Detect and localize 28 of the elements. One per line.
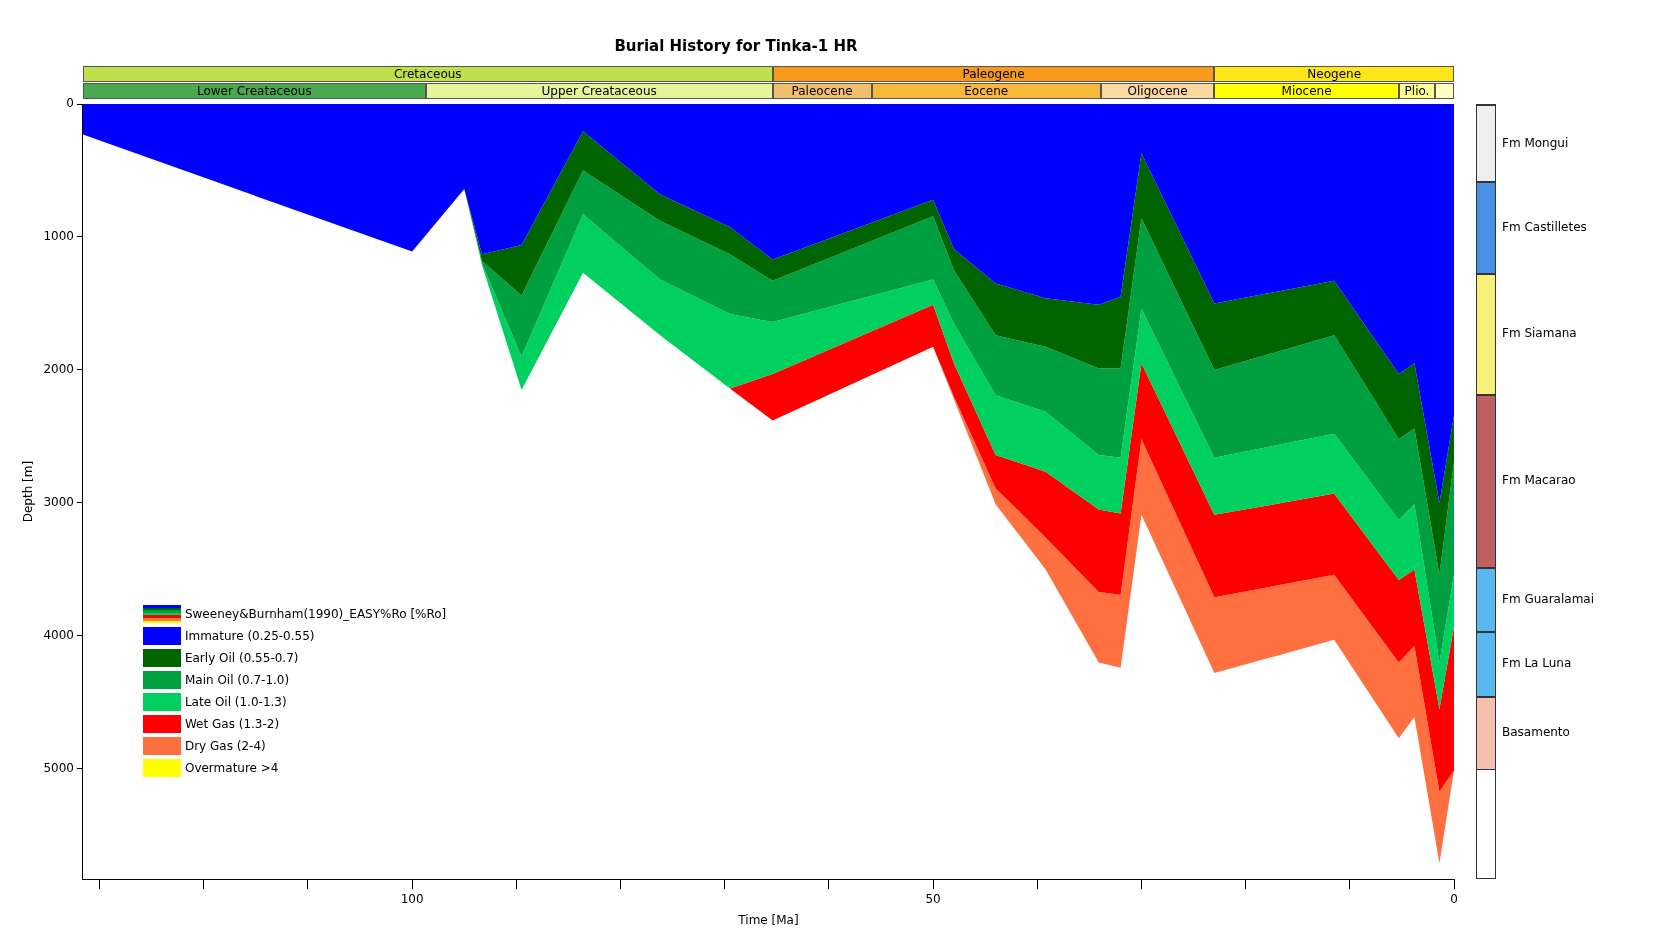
legend-label: Late Oil (1.0-1.3) [184, 695, 287, 710]
text: Basamento [1502, 724, 1570, 741]
legend-label: Wet Gas (1.3-2) [184, 717, 280, 732]
legend-label: Immature (0.25-0.55) [184, 629, 315, 644]
x-axis-title: Time [Ma] [737, 912, 799, 927]
text: Fm La Luna [1502, 655, 1572, 672]
text: Fm Siamana [1502, 325, 1577, 342]
legend-label: Main Oil (0.7-1.0) [184, 673, 290, 688]
y-tick-label: 3000 [43, 495, 74, 510]
y-tick-label: 0 [66, 96, 74, 111]
x-tick-label: 100 [400, 891, 424, 906]
geologic-timescale: Cretaceous Paleogene Neogene Lower Creataceous Upper Creataceous Paleocene Eocene Oligocene Miocene Plio. [82, 66, 1454, 100]
legend-label: Dry Gas (2-4) [184, 739, 266, 754]
text: Fm Castilletes [1502, 219, 1587, 235]
y-tick-label: 4000 [43, 627, 74, 642]
text: Fm Guaralamai [1502, 590, 1595, 607]
y-axis-title: Depth [m] [21, 460, 36, 523]
y-tick-label: 1000 [43, 229, 74, 244]
text: Fm Mongui [1502, 134, 1569, 151]
legend-label: Early Oil (0.55-0.7) [184, 651, 299, 666]
x-tick-label: 0 [1450, 891, 1458, 906]
text: Fm Macarao [1502, 472, 1576, 489]
y-tick-label: 5000 [43, 760, 74, 775]
x-tick-label: 50 [925, 891, 941, 906]
chart-title: Burial History for Tinka-1 HR [614, 36, 859, 55]
y-tick-label: 2000 [43, 362, 74, 377]
legend-label: Overmature >4 [184, 761, 279, 776]
legend-title: Sweeney&Burnham(1990)_EASY%Ro [%Ro] [184, 607, 447, 622]
